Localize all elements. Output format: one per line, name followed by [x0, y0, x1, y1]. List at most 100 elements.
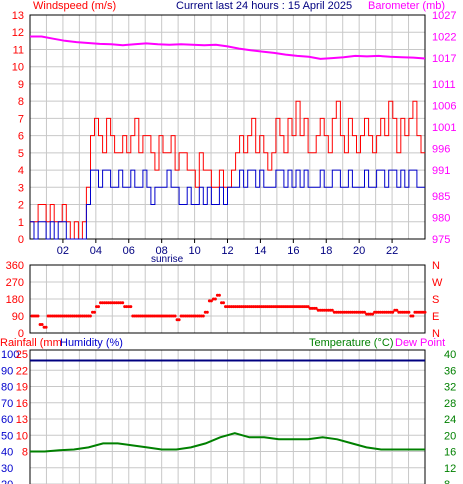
direction-point: [363, 310, 366, 314]
direction-point: [246, 305, 250, 309]
direction-tick-label: 0: [18, 328, 24, 340]
dewpoint-title: Dew Point: [395, 337, 445, 349]
sunrise-label: sunrise: [151, 254, 184, 265]
x-tick-label: 08: [156, 245, 168, 257]
barometer-tick-label: 991: [432, 165, 450, 177]
barometer-tick-label: 996: [432, 144, 450, 156]
humidity-tick-label: 70: [1, 398, 13, 410]
windspeed-tick-label: 13: [12, 10, 24, 22]
direction-point: [177, 318, 181, 322]
temperature-tick-label: 20: [444, 430, 456, 442]
compass-tick-label: W: [432, 277, 443, 289]
direction-tick-label: 270: [6, 277, 24, 289]
rainfall-tick-label: 10: [16, 430, 28, 442]
x-tick-label: 04: [90, 245, 102, 257]
direction-point: [72, 314, 76, 318]
direction-point: [125, 305, 129, 309]
direction-point: [173, 314, 177, 318]
compass-tick-label: N: [432, 260, 440, 272]
direction-point: [395, 308, 399, 312]
barometer-title: Barometer (mb): [368, 0, 445, 12]
windspeed-tick-label: 7: [18, 113, 24, 125]
windspeed-tick-label: 3: [18, 182, 24, 194]
direction-point: [306, 305, 310, 309]
windspeed-tick-label: 9: [18, 79, 24, 91]
windspeed-tick-label: 2: [18, 200, 24, 212]
direction-point: [270, 305, 274, 309]
direction-point: [205, 310, 209, 314]
humidity-tick-label: 90: [1, 365, 13, 377]
direction-point: [391, 310, 395, 314]
rainfall-tick-label: 19: [16, 382, 28, 394]
humidity-temp-panel: Rainfall (mm Humidity (%) Temperature (°…: [0, 337, 456, 484]
windspeed-tick-label: 4: [18, 165, 24, 177]
humidity-panel-frame: [29, 349, 426, 484]
barometer-tick-label: 1001: [432, 122, 456, 134]
humidity-tick-label: 60: [1, 414, 13, 426]
temperature-title: Temperature (°C): [309, 337, 393, 349]
windspeed-tick-label: 0: [18, 234, 24, 246]
direction-point: [193, 314, 197, 318]
direction-point: [298, 305, 302, 309]
direction-point: [48, 314, 52, 318]
direction-point: [97, 305, 100, 309]
compass-tick-label: N: [432, 328, 440, 340]
x-tick-label: 18: [320, 245, 332, 257]
x-tick-label: 12: [221, 245, 233, 257]
direction-point: [165, 314, 169, 318]
direction-tick-label: 90: [12, 311, 24, 323]
windspeed-tick-label: 8: [18, 96, 24, 108]
direction-point: [423, 310, 427, 314]
windspeed-series: [30, 100, 425, 240]
windspeed-tick-label: 11: [13, 44, 24, 56]
direction-point: [36, 314, 40, 318]
humidity-tick-label: 100: [1, 349, 19, 361]
humidity-tick-label: 20: [1, 479, 13, 484]
direction-point: [258, 305, 262, 309]
direction-point: [209, 299, 213, 303]
direction-point: [310, 306, 314, 310]
barometer-tick-label: 1011: [432, 79, 456, 91]
rainfall-tick-label: 16: [16, 398, 28, 410]
direction-point: [141, 314, 145, 318]
windspeed-tick-label: 10: [12, 62, 24, 74]
barometer-tick-label: 975: [432, 234, 450, 246]
direction-point: [44, 325, 48, 329]
direction-point: [314, 306, 318, 310]
barometer-tick-label: 1006: [432, 100, 456, 112]
windspeed-tick-label: 5: [18, 148, 24, 160]
barometer-tick-label: 1017: [432, 53, 456, 65]
humidity-tick-label: 40: [1, 447, 13, 459]
barometer-tick-label: 1027: [432, 10, 456, 22]
direction-tick-label: 360: [6, 260, 24, 272]
direction-point: [181, 314, 185, 318]
direction-point: [153, 314, 157, 318]
direction-point: [217, 293, 221, 297]
direction-point: [407, 310, 411, 314]
x-tick-label: 20: [353, 245, 365, 257]
windspeed-avg-series: [30, 169, 425, 240]
x-tick-label: 16: [287, 245, 299, 257]
direction-point: [350, 310, 354, 314]
compass-tick-label: S: [432, 294, 439, 306]
humidity-tick-label: 50: [1, 430, 13, 442]
x-tick-label: 06: [123, 245, 135, 257]
temperature-tick-label: 8: [444, 479, 450, 484]
direction-point: [60, 314, 64, 318]
barometer-tick-label: 985: [432, 191, 450, 203]
rainfall-tick-label: 8: [22, 447, 28, 459]
direction-point: [234, 305, 237, 309]
barometer-series: [30, 35, 426, 60]
temperature-tick-label: 32: [444, 382, 456, 394]
direction-point: [101, 301, 104, 305]
chart-title: Current last 24 hours : 15 April 2025: [176, 0, 352, 12]
direction-point: [213, 297, 217, 301]
temperature-tick-label: 36: [444, 365, 456, 377]
direction-point: [403, 310, 407, 314]
humidity-title: Humidity (%): [60, 337, 123, 349]
direction-point: [322, 308, 326, 312]
windspeed-tick-label: 6: [18, 131, 24, 143]
direction-point: [415, 310, 419, 314]
